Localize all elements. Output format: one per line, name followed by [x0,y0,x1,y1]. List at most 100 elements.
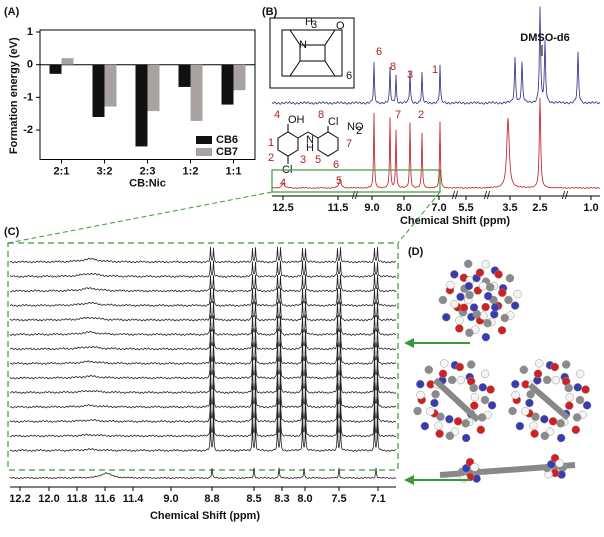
atom [494,270,503,279]
atom [413,406,422,416]
atom [561,360,571,369]
atom [483,318,492,328]
atom [430,398,439,408]
zoom-box [271,169,441,193]
x-tick-label: 11.6 [95,493,116,505]
x-tick-label: 5.5 [458,202,473,214]
x-tick-label: 7.0 [431,202,446,214]
cb-atom: 6 [346,70,352,82]
spectrum-trace [9,395,397,423]
atom [465,328,474,337]
solvent-label: DMSO-d6 [520,32,570,44]
atom [478,281,488,291]
atom [481,332,491,342]
nic-atom: H [306,142,314,154]
atom [453,417,463,426]
spectrum-trace [9,246,396,264]
atom [445,414,454,424]
atom [500,313,510,323]
atom [465,290,474,300]
atom [498,288,507,298]
nic-atom: 4 [274,109,280,121]
plot-frame [39,29,256,160]
atom [555,459,564,468]
dashed-box [7,242,399,471]
atom [520,407,530,416]
x-tick-label: 8.0 [297,493,312,505]
atom [490,310,499,319]
atom [548,417,558,426]
bar [104,64,117,107]
cb-atom: 3 [311,19,317,31]
zoom-line [397,191,441,244]
atom [485,282,495,292]
atom [481,302,490,312]
atom [529,421,538,430]
guest [432,377,570,423]
spectrum-trace [9,341,397,365]
atom [565,401,574,410]
bar [178,64,191,87]
x-tick-label: 3:2 [97,165,113,177]
atom [565,392,575,402]
nic-atom: 2 [268,152,274,164]
bar [147,64,160,112]
atom [420,421,430,431]
atom [540,431,550,441]
x-tick-label: 1:2 [183,165,199,177]
atom [455,362,464,372]
x-axis-label: Chemical Shift (ppm) [150,510,260,522]
bar [49,64,62,74]
bar [61,58,74,65]
atom [450,299,459,309]
atom [581,385,590,394]
nic-atom: 5 [315,154,321,166]
cb-frame [269,17,355,89]
atom [575,369,585,379]
atom [416,390,425,400]
cb-bonds [289,29,336,77]
bar [221,64,234,105]
atom [455,316,464,325]
atom [575,395,585,405]
spectrum-trace [10,260,397,278]
x-tick-label: 3.5 [502,202,517,214]
bar [190,64,203,121]
axis-break: // [452,190,459,202]
x-tick-label: 1:1 [226,165,242,177]
peak-label: 8 [390,61,396,73]
nic-atom: NO [347,121,364,133]
atom [486,385,495,394]
bar [92,64,105,117]
atom [450,270,459,279]
y-axis-label: Formation energy (eV) [8,37,20,154]
peak-label: 1 [432,64,438,76]
atom [434,421,443,430]
axis-break: // [352,190,359,202]
atom [556,433,566,443]
y-tick-label: -2 [23,124,33,136]
atom [438,295,448,305]
atom [438,369,448,379]
arrow-head [404,475,414,485]
nic-atom: 7 [346,138,352,150]
atom [461,433,471,443]
atom [456,375,466,385]
axis-break: // [484,190,491,202]
nic-atom: 6 [333,159,339,171]
spectrum-trace [9,273,397,293]
atom [550,362,559,372]
x-axis-label: CB:Nic [129,177,166,189]
zoom-line [7,191,273,244]
atom [571,425,581,435]
atom [573,383,583,392]
nic-atom: 8 [318,109,324,121]
legend-swatch [196,136,212,144]
axis-break: // [562,190,569,202]
nic-atom: OH [288,114,305,126]
atom [480,395,490,405]
atom [546,459,556,469]
atom [504,295,513,305]
atom [511,379,520,389]
